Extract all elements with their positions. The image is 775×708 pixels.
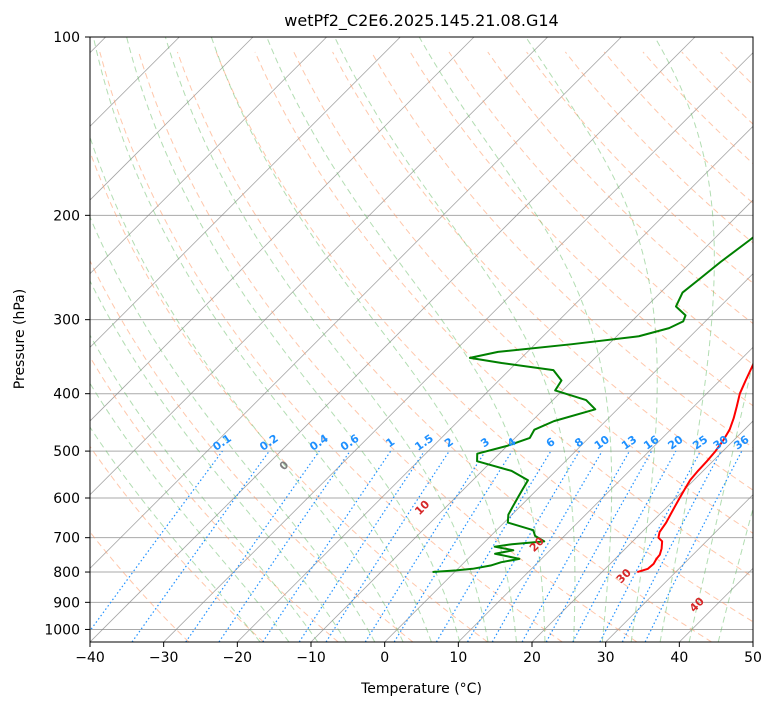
dry-adiabat-line (254, 51, 753, 578)
mixing-ratio-line (521, 450, 631, 642)
moist-adiabat-line (90, 215, 376, 642)
x-tick-label: −40 (75, 650, 105, 666)
moist-adiabat-line (90, 334, 319, 642)
x-tick-label: 0 (380, 650, 389, 666)
mixing-ratio-line (262, 450, 392, 642)
moist-adiabat-line (126, 37, 461, 642)
y-tick-label: 900 (53, 595, 80, 611)
moist-adiabat-line (92, 37, 432, 642)
moist-adiabat-line (334, 37, 576, 642)
moist-adiabat-line (717, 506, 753, 642)
x-tick-label: −10 (296, 650, 326, 666)
mixing-ratio-line (131, 450, 270, 642)
y-tick-label: 200 (53, 208, 80, 224)
temperature-profile-line (637, 362, 753, 573)
moist-adiabat-line (688, 358, 753, 642)
y-tick-label: 700 (53, 531, 80, 547)
isotherm-line (384, 273, 753, 642)
x-tick-label: 50 (744, 650, 762, 666)
isotherm-line (237, 125, 753, 642)
y-tick-label: 600 (53, 491, 80, 507)
dry-adiabat-line (448, 51, 753, 366)
y-tick-label: 400 (53, 387, 80, 403)
x-tick-label: 20 (523, 650, 541, 666)
dry-adiabat-line (332, 51, 753, 491)
data-layer (432, 236, 753, 574)
mixing-ratio-line (90, 450, 223, 632)
isotherm-line (163, 52, 753, 642)
dry-adiabat-line (487, 51, 753, 325)
isotherm-line (90, 37, 401, 348)
isotherm-line (90, 37, 327, 275)
mixing-ratio-line (545, 450, 653, 642)
plot-frame (89, 36, 754, 643)
y-tick-label: 300 (53, 313, 80, 329)
dry-adiabat-line (90, 259, 414, 642)
dry-adiabat-line (409, 51, 753, 407)
mixing-ratio-line (218, 450, 351, 642)
x-tick-label: −20 (223, 650, 253, 666)
moist-adiabat-line (164, 37, 489, 642)
dry-adiabat-line (90, 445, 264, 642)
dry-adiabat-line (370, 51, 753, 449)
x-tick-label: 30 (597, 650, 615, 666)
isotherm-line (531, 420, 753, 642)
plot-background (90, 37, 753, 642)
dry-adiabat-line (138, 51, 638, 642)
moist-adiabat-line (654, 37, 715, 642)
y-tick-label: 1000 (44, 622, 80, 638)
dry-adiabat-line (293, 51, 753, 534)
dry-adiabat-line (90, 150, 488, 642)
isotherm-line (90, 37, 622, 569)
mixing-ratio-line (298, 450, 425, 642)
dewpoint-profile-line (432, 236, 753, 574)
x-tick-label: 40 (670, 650, 688, 666)
moist-adiabat-line (418, 37, 613, 642)
dry-adiabat-line (99, 51, 563, 642)
y-tick-label: 100 (53, 30, 80, 46)
moist-adiabat-line (525, 37, 658, 642)
isotherm-line (458, 346, 753, 642)
y-tick-label: 500 (53, 444, 80, 460)
isotherm-line (90, 37, 254, 201)
isotherm-line (90, 37, 475, 422)
chart-title: wetPf2_C2E6.2025.145.21.08.G14 (284, 11, 558, 31)
isotherm-line (605, 494, 753, 642)
y-tick-label: 800 (53, 565, 80, 581)
axis-layer: −40 −30 −20 −10 0 10 20 30 40 50 100 200 300 400 500 60… (44, 30, 762, 666)
mixing-ratio-line (185, 450, 320, 642)
moist-adiabat-line (266, 37, 546, 642)
mixing-ratio-line (644, 450, 743, 642)
x-tick-label: −30 (149, 650, 179, 666)
moist-adiabat-line (90, 135, 404, 642)
moist-adiabat-line (210, 37, 517, 642)
dry-adiabat-line (90, 356, 339, 642)
y-axis-label: Pressure (hPa) (12, 289, 28, 389)
isotherm-line (90, 37, 548, 496)
x-axis-label: Temperature (°C) (360, 681, 482, 697)
isotherm-line (90, 37, 696, 642)
moist-adiabat-line (90, 426, 261, 642)
grid-layer (90, 37, 753, 642)
x-tick-label: 10 (449, 650, 467, 666)
moist-adiabat-line (90, 382, 290, 642)
dry-adiabat-line (176, 51, 712, 642)
mixing-ratio-line (393, 450, 513, 642)
dry-adiabat-line (215, 51, 753, 623)
mixing-ratio-line (325, 450, 450, 642)
mixing-ratio-line (572, 450, 677, 642)
